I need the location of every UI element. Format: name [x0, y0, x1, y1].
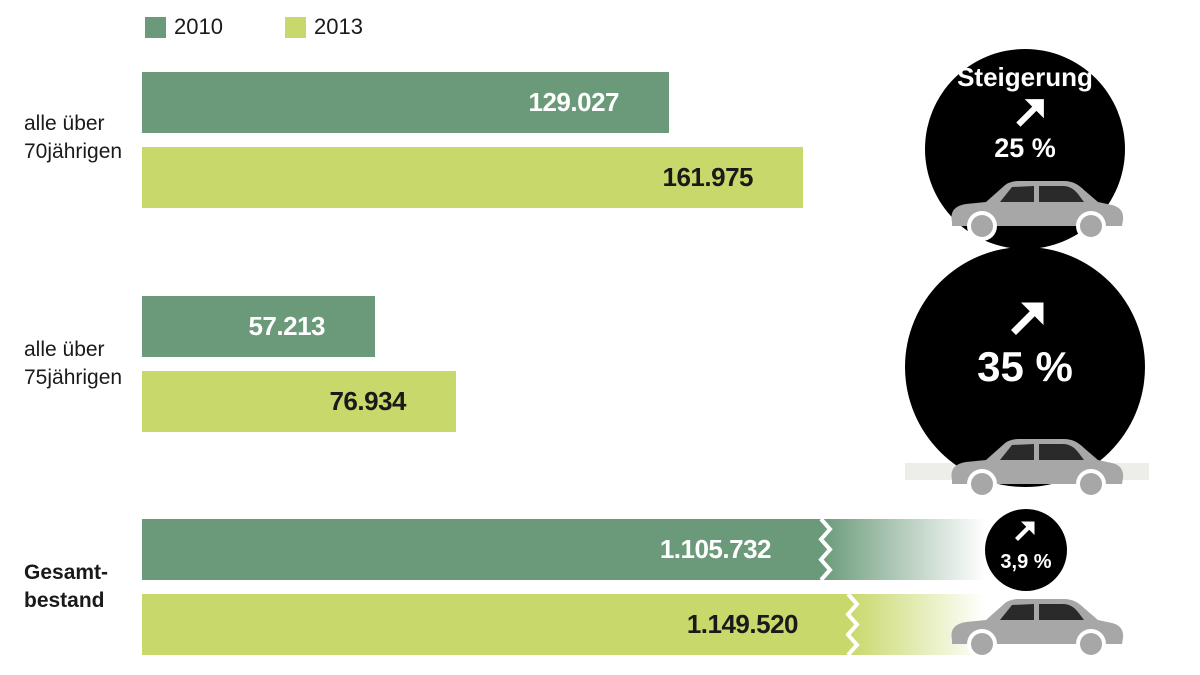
legend-label-2013: 2013	[314, 14, 363, 39]
car-icon	[951, 439, 1124, 499]
arrow-up-right-icon	[1011, 302, 1044, 335]
bar-2010-alle-ueber-75: 57.213	[142, 296, 375, 357]
bar-2010-alle-ueber-70: 129.027	[142, 72, 669, 133]
car-icon	[951, 599, 1124, 659]
bar-value-2013-alle-ueber-75: 76.934	[329, 386, 406, 416]
group-label-75: alle über 75jährigen	[24, 336, 122, 392]
group-label-70-line2: 70jährigen	[24, 140, 123, 163]
increase-label: Steigerung	[957, 62, 1093, 92]
increase-value-70: 25 %	[994, 133, 1056, 163]
increase-badge-75: 35 %	[905, 247, 1145, 487]
bar-value-2013-gesamtbestand: 1.149.520	[686, 609, 799, 639]
group-label-70-line1: alle über	[24, 112, 105, 135]
legend-item-2013: 2013	[285, 14, 363, 40]
bar-break-fade-2010	[821, 519, 985, 580]
group-label-75-line2: 75jährigen	[24, 366, 123, 389]
bar-2013-gesamtbestand: 1.149.520	[142, 594, 848, 655]
bar-value-2010-gesamtbestand: 1.105.732	[659, 534, 772, 564]
increase-badge-total: 3,9 %	[985, 509, 1067, 591]
legend-item-2010: 2010	[145, 14, 223, 40]
group-label-total-line1: Gesamt-	[24, 561, 109, 584]
bar-2013-alle-ueber-75: 76.934	[142, 371, 456, 432]
increase-value-total: 3,9 %	[1000, 551, 1052, 573]
increase-value-75: 35 %	[977, 343, 1073, 390]
group-label-70: alle über 70jährigen	[24, 110, 122, 166]
legend-label-2010: 2010	[174, 14, 223, 39]
group-label-total: Gesamt- bestand	[24, 559, 108, 615]
group-label-total-line2: bestand	[24, 589, 105, 612]
bar-value-2013-alle-ueber-70: 161.975	[662, 162, 754, 192]
legend-swatch-2010	[145, 16, 166, 38]
arrow-up-right-icon	[1015, 521, 1035, 541]
arrow-up-right-icon	[1016, 99, 1044, 127]
legend-swatch-2013	[285, 16, 306, 38]
bar-2013-alle-ueber-70: 161.975	[142, 147, 803, 208]
bar-value-2010-alle-ueber-70: 129.027	[528, 87, 620, 117]
car-icon	[951, 181, 1124, 241]
bar-2010-gesamtbestand: 1.105.732	[142, 519, 821, 580]
bar-value-2010-alle-ueber-75: 57.213	[248, 311, 325, 341]
group-label-75-line1: alle über	[24, 338, 105, 361]
